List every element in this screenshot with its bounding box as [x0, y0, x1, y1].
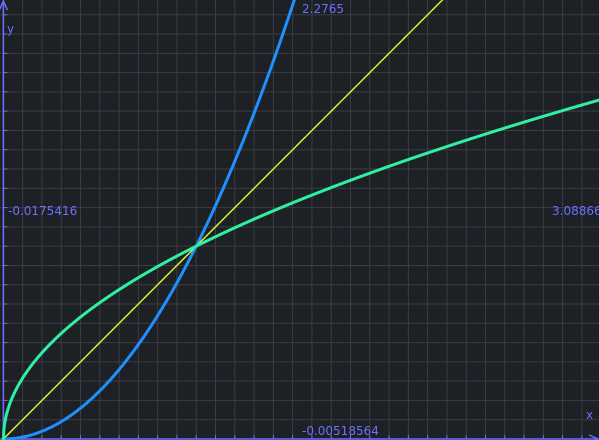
y-axis-arrow [0, 0, 9, 11]
x-min-label: -0.0175416 [8, 204, 77, 218]
x-axis-label: x [586, 408, 593, 422]
y-max-label: 2.2765 [302, 2, 344, 16]
x-axis-arrow [588, 434, 599, 440]
y-min-label: -0.00518564 [302, 424, 379, 438]
series-line-3 [1, 98, 599, 440]
series-line-1 [1, 0, 296, 440]
y-axis-label: y [7, 22, 14, 36]
x-max-label: 3.08866 [552, 204, 599, 218]
series-line-2 [2, 0, 444, 440]
